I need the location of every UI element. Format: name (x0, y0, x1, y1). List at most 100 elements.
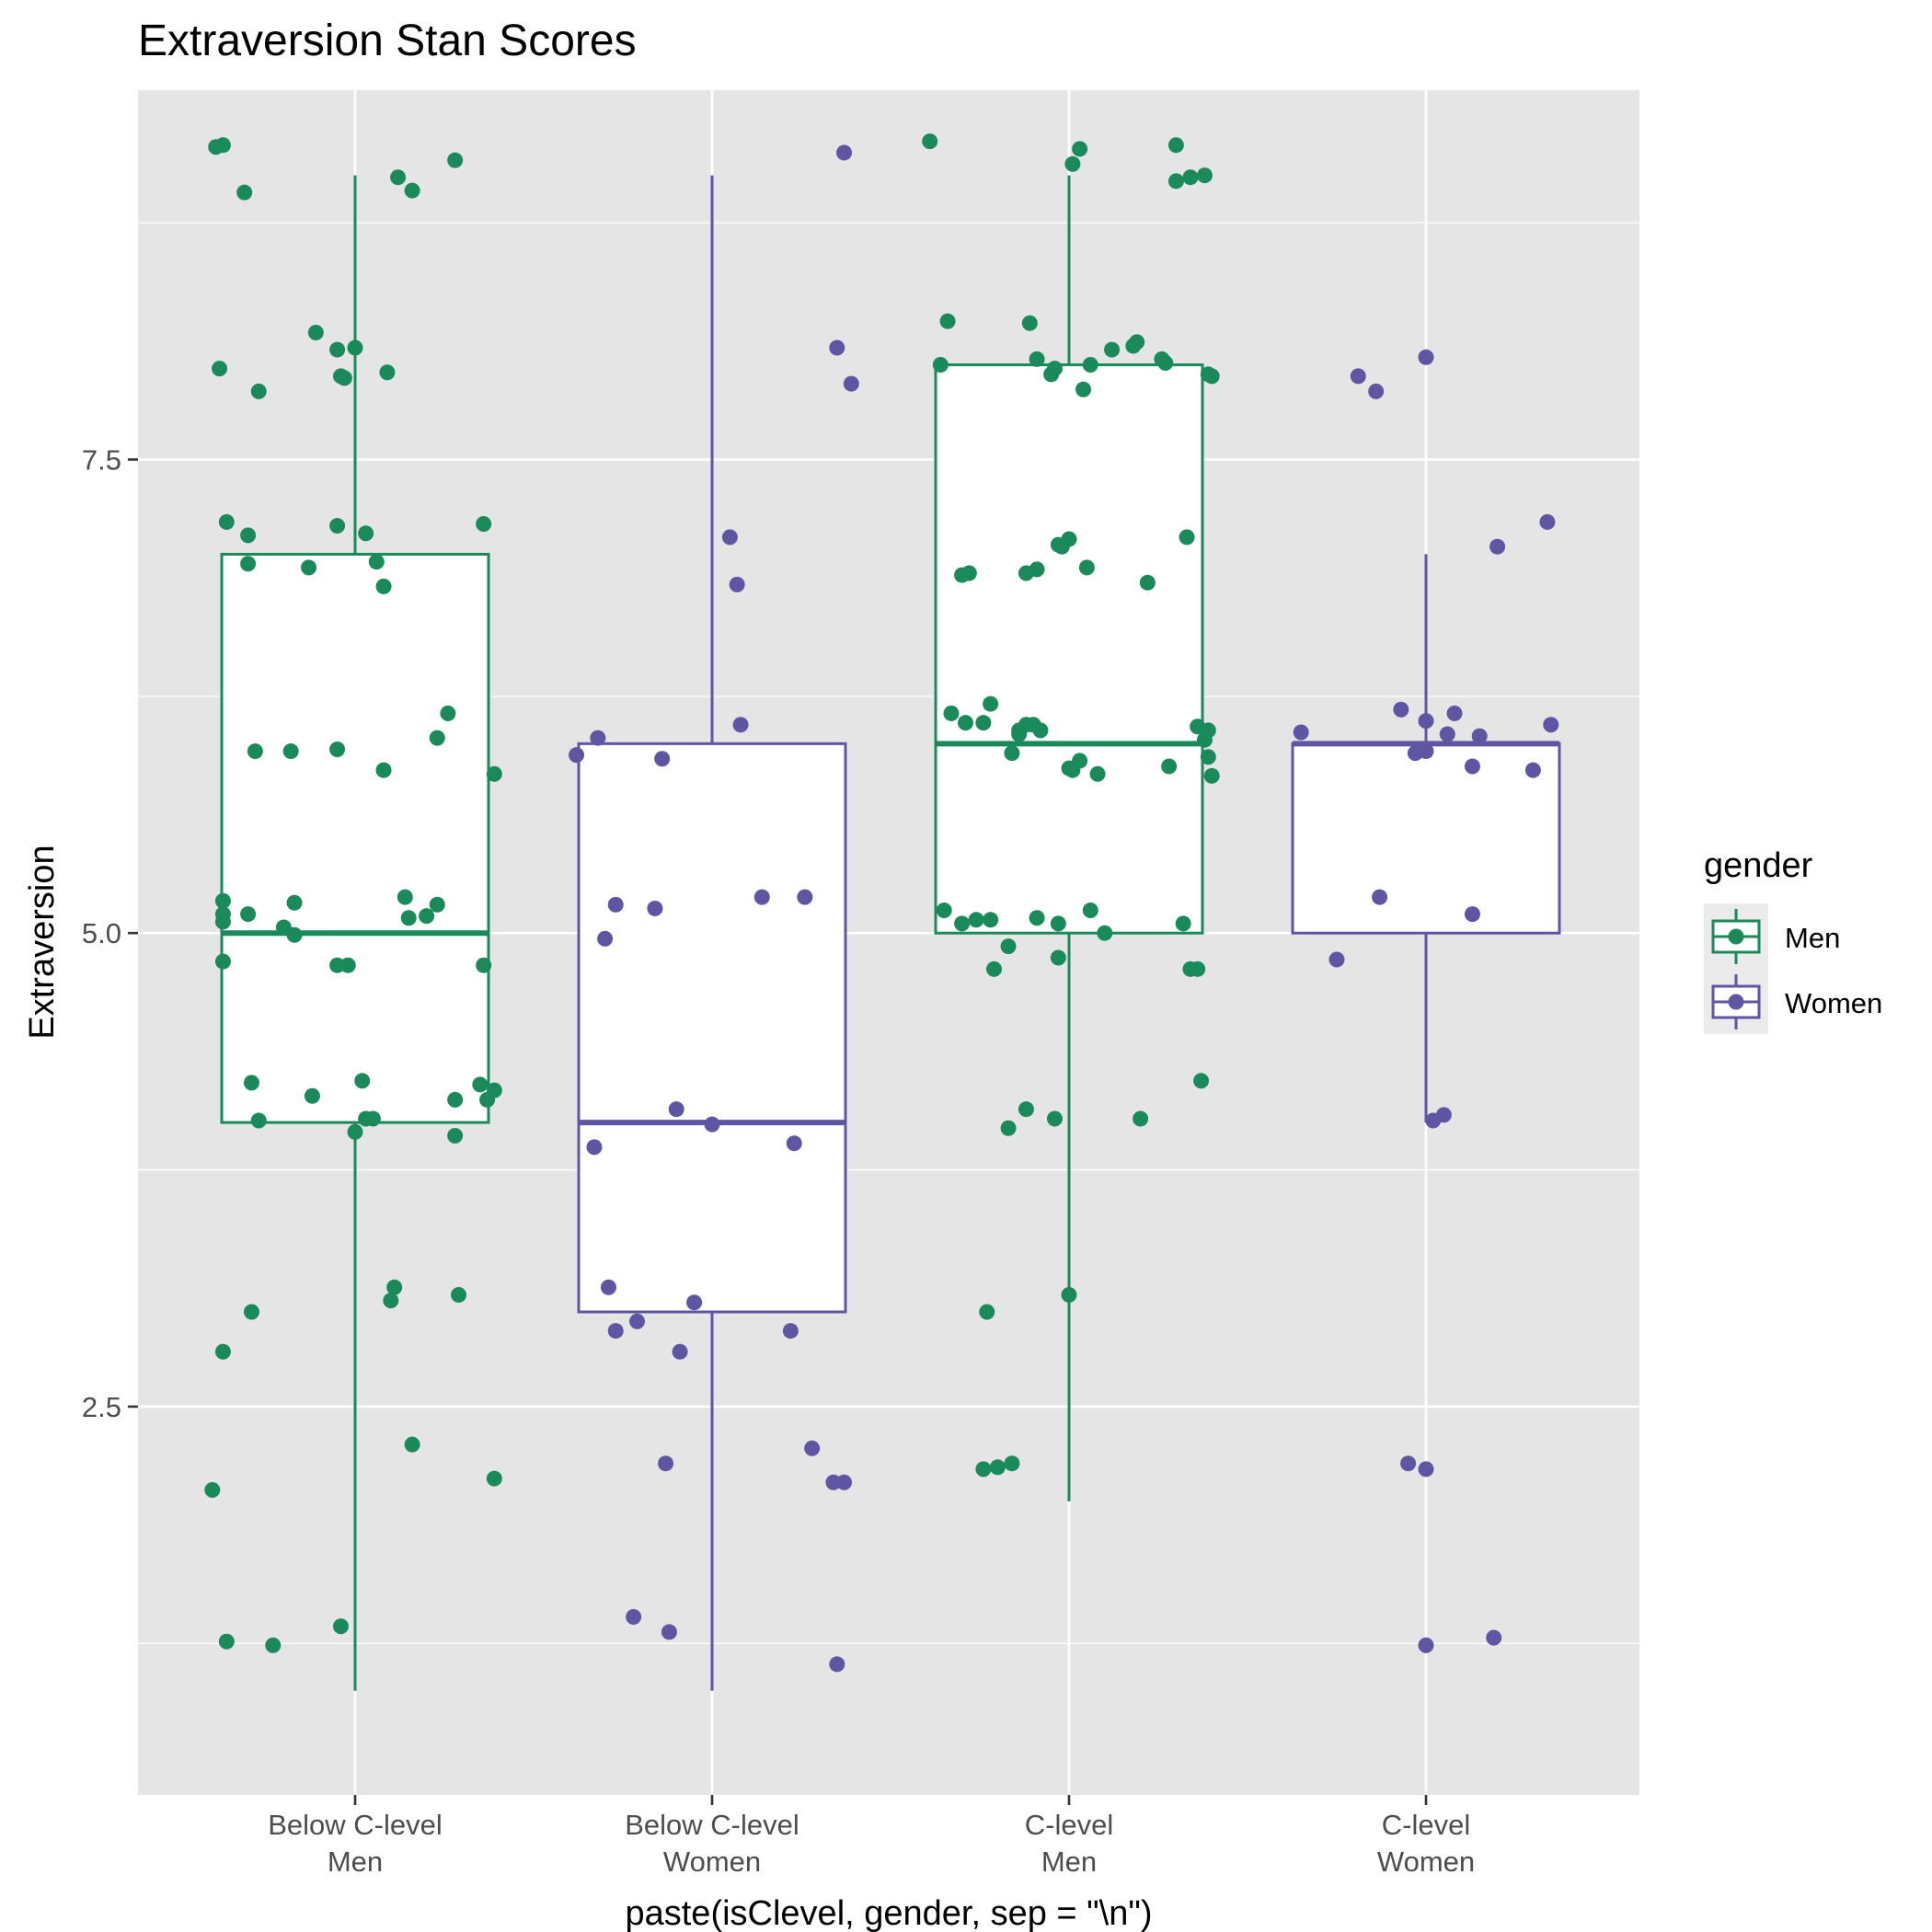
data-point (301, 559, 317, 576)
data-point (486, 1470, 502, 1487)
data-point (1029, 561, 1045, 578)
data-point (1078, 559, 1095, 576)
data-point (672, 1343, 688, 1360)
data-point (282, 743, 299, 760)
data-point (658, 1455, 674, 1472)
data-point (1097, 925, 1113, 941)
data-point (390, 169, 407, 186)
data-point (797, 889, 813, 905)
data-point (629, 1313, 646, 1329)
data-point (968, 912, 984, 928)
data-point (1543, 717, 1559, 733)
data-point (983, 912, 999, 928)
data-point (1418, 1637, 1434, 1653)
data-point (286, 926, 303, 943)
data-point (1089, 765, 1106, 782)
x-tick-label: Below C-level (625, 1809, 799, 1841)
boxplot-0 (220, 175, 490, 1691)
data-point (247, 743, 263, 760)
data-point (975, 1461, 992, 1478)
x-tick-label: Men (1041, 1846, 1097, 1878)
data-point (1350, 368, 1366, 385)
data-point (836, 144, 853, 161)
data-point (1524, 762, 1541, 778)
jitter-points (204, 133, 1559, 1673)
data-point (597, 930, 614, 947)
data-point (368, 554, 385, 570)
data-point (429, 730, 445, 746)
x-tick-label: Women (1377, 1846, 1475, 1878)
data-point (732, 717, 749, 733)
y-tick-label: 2.5 (82, 1391, 121, 1423)
data-point (1372, 889, 1388, 905)
data-point (1018, 1101, 1034, 1118)
data-point (1200, 722, 1216, 739)
data-point (1328, 951, 1345, 968)
data-point (429, 896, 445, 913)
box-iqr (220, 552, 490, 1124)
data-point (668, 1101, 684, 1118)
data-point (336, 370, 352, 386)
data-point (419, 908, 435, 925)
data-point (1435, 1107, 1452, 1123)
data-point (447, 152, 464, 168)
data-point (486, 1082, 502, 1098)
data-point (1464, 758, 1480, 775)
data-point (1061, 1286, 1077, 1303)
data-point (1157, 354, 1174, 371)
data-point (1129, 334, 1145, 351)
data-point (472, 1076, 489, 1093)
data-point (265, 1637, 282, 1653)
data-point (1190, 960, 1206, 977)
data-point (214, 914, 231, 930)
data-point (829, 339, 845, 356)
data-point (936, 902, 952, 918)
data-point (1418, 349, 1434, 365)
data-point (1139, 574, 1156, 591)
data-point (1072, 141, 1088, 157)
data-point (379, 364, 396, 381)
data-point (400, 910, 417, 926)
data-point (250, 383, 267, 399)
data-point (218, 513, 235, 530)
data-point (375, 762, 392, 778)
data-point (607, 896, 624, 913)
data-point (1004, 745, 1020, 762)
x-tick-label: C-level (1025, 1809, 1113, 1841)
data-point (447, 1091, 464, 1108)
data-point (1539, 513, 1556, 530)
data-point (1439, 726, 1455, 742)
data-point (1000, 938, 1017, 955)
data-point (1400, 1455, 1417, 1472)
data-point (1368, 383, 1385, 399)
data-point (304, 1087, 320, 1104)
data-point (721, 529, 738, 546)
data-point (1004, 1455, 1020, 1472)
data-point (332, 1618, 349, 1635)
data-point (1050, 915, 1066, 932)
data-point (1021, 315, 1038, 331)
data-point (1050, 949, 1066, 966)
data-point (1471, 728, 1488, 744)
data-point (447, 1128, 464, 1144)
legend-key-point (1728, 928, 1744, 945)
legend-keys (1711, 909, 1761, 1029)
data-point (960, 565, 977, 581)
data-point (704, 1116, 720, 1133)
data-point (983, 696, 999, 712)
data-point (1200, 749, 1216, 765)
x-tick-label: Below C-level (268, 1809, 443, 1841)
data-point (240, 527, 257, 544)
data-point (586, 1139, 603, 1156)
data-point (626, 1608, 642, 1625)
data-point (476, 515, 492, 532)
data-point (939, 313, 956, 329)
data-point (569, 747, 585, 764)
data-point (686, 1294, 703, 1311)
data-point (943, 705, 960, 721)
data-point (1046, 1110, 1063, 1127)
data-point (286, 894, 303, 911)
data-point (214, 1343, 231, 1360)
x-tick-label: Women (663, 1846, 761, 1878)
